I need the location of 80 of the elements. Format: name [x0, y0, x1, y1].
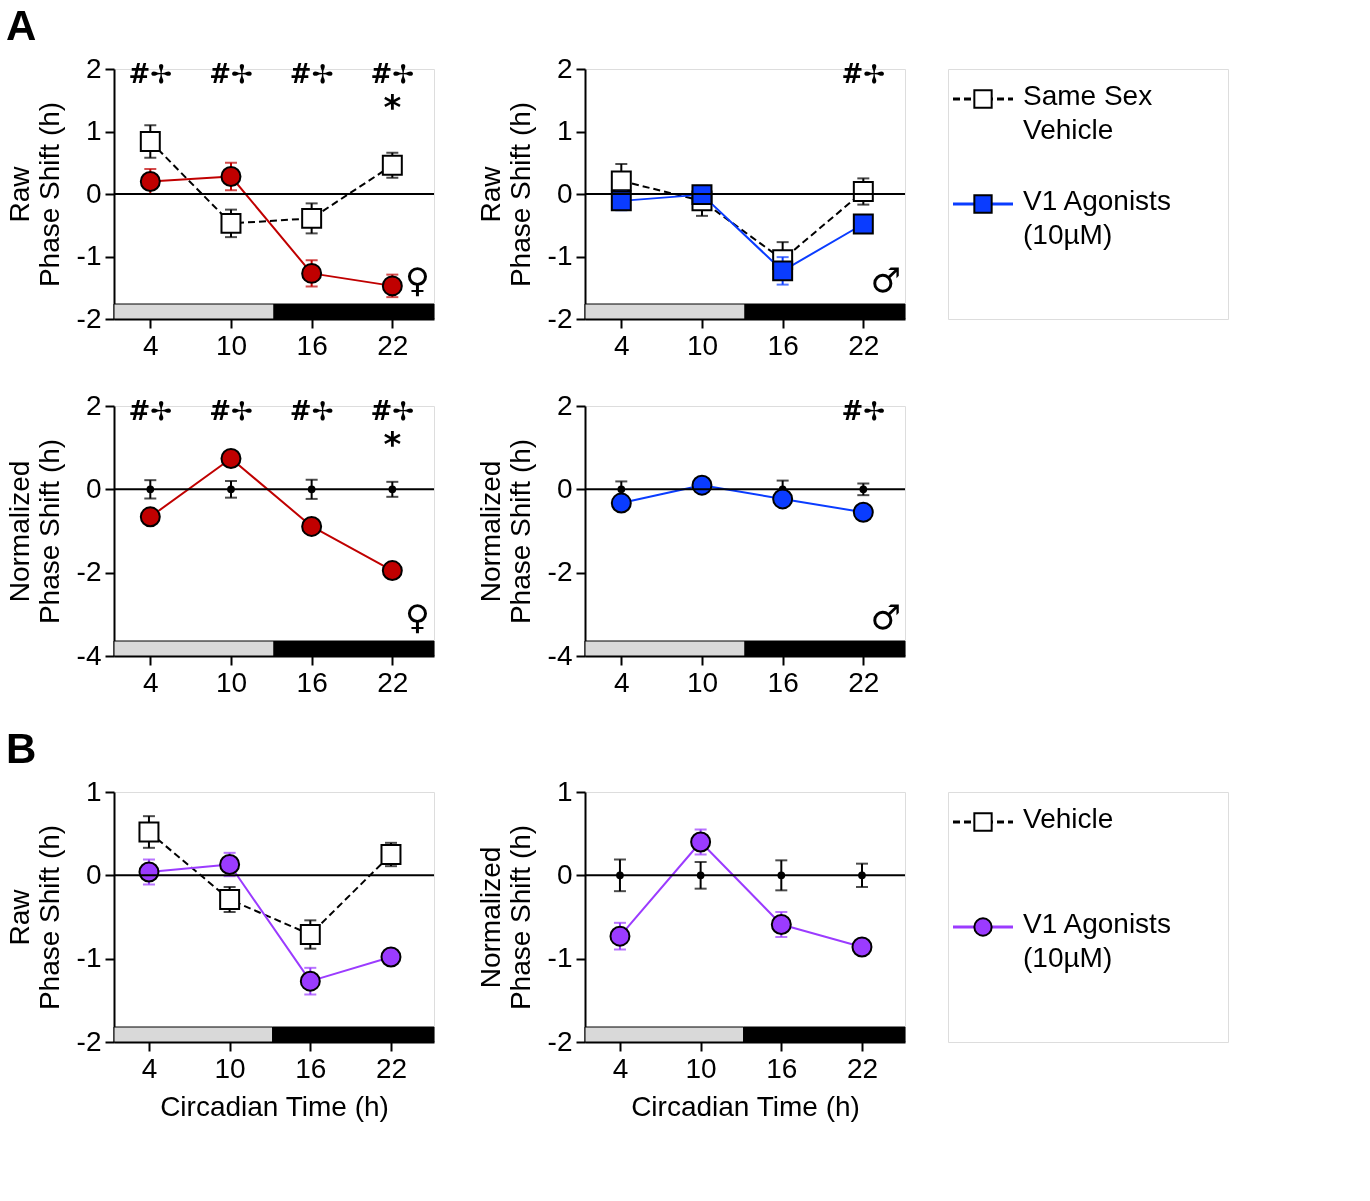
x-tick-label: 4: [614, 666, 630, 698]
x-axis-title: Circadian Time (h): [631, 1090, 860, 1122]
y-tick-label: -2: [547, 556, 573, 588]
annotation: ♀: [405, 597, 430, 637]
y-tick-label: -4: [547, 639, 573, 671]
x-tick-label: 4: [143, 329, 159, 361]
y-tick-label: -1: [76, 240, 102, 271]
y-axis-title: Normalized Phase Shift (h): [3, 438, 65, 625]
y-tick-label: 1: [556, 775, 573, 807]
x-tick-label: 4: [143, 666, 159, 698]
annotation: #✢: [209, 396, 253, 426]
y-tick-label: 0: [556, 472, 573, 504]
x-tick-label: 16: [296, 329, 328, 361]
x-tick-label: 22: [846, 1052, 879, 1084]
y-tick-label: 1: [85, 115, 102, 146]
y-tick-label: 0: [85, 472, 102, 504]
y-axis-title: Raw Phase Shift (h): [474, 101, 536, 288]
y-tick-label: 0: [85, 177, 102, 209]
x-tick-label: 4: [141, 1052, 158, 1084]
annotation: #✢: [289, 396, 334, 426]
y-tick-label: 0: [556, 177, 573, 209]
y-tick-label: 2: [556, 389, 573, 421]
y-tick-label: 1: [556, 115, 573, 146]
x-tick-label: 10: [214, 1052, 246, 1084]
legend-label: Same Sex Vehicle: [1023, 80, 1153, 145]
y-tick-label: 2: [85, 52, 102, 84]
x-tick-label: 10: [686, 666, 719, 698]
y-axis-title: Normalized Phase Shift (h): [474, 824, 536, 1011]
y-axis-title: Raw Phase Shift (h): [3, 101, 65, 288]
x-tick-label: 10: [686, 329, 719, 361]
y-tick-label: 2: [85, 389, 102, 421]
x-tick-label: 16: [767, 666, 799, 698]
x-tick-label: 4: [612, 1052, 629, 1084]
y-tick-label: -2: [547, 302, 573, 334]
annotation: #✢: [209, 59, 253, 89]
x-tick-label: 16: [295, 1052, 327, 1084]
x-tick-label: 22: [375, 1052, 408, 1084]
x-tick-label: 22: [848, 666, 880, 698]
annotation: #✢: [841, 396, 886, 426]
x-tick-label: 22: [377, 666, 409, 698]
legend-label: V1 Agonists (10µM): [1023, 908, 1171, 973]
annotation: *: [383, 87, 402, 127]
y-tick-label: -2: [547, 1025, 573, 1057]
x-tick-label: 10: [215, 666, 248, 698]
annotation: #✢: [370, 59, 415, 89]
x-tick-label: 16: [766, 1052, 798, 1084]
y-tick-label: -4: [76, 639, 102, 671]
y-tick-label: 1: [85, 775, 102, 807]
annotation: #✢: [128, 59, 173, 89]
x-tick-label: 22: [848, 329, 880, 361]
x-tick-label: 10: [215, 329, 248, 361]
chart-title: A: [6, 2, 37, 49]
y-tick-label: -1: [76, 942, 102, 974]
y-axis-title: Normalized Phase Shift (h): [474, 438, 536, 625]
x-tick-label: 16: [767, 329, 799, 361]
annotation: *: [383, 424, 402, 464]
y-tick-label: -1: [547, 942, 573, 974]
y-tick-label: -2: [76, 1025, 102, 1057]
annotation: #✢: [370, 396, 415, 426]
annotation: ♂: [870, 597, 901, 637]
x-tick-label: 4: [614, 329, 630, 361]
y-tick-label: 0: [556, 858, 573, 890]
y-tick-label: -1: [547, 240, 573, 271]
x-tick-label: 16: [296, 666, 328, 698]
y-tick-label: 0: [85, 858, 102, 890]
y-tick-label: -2: [76, 302, 102, 334]
annotation: #✢: [128, 396, 173, 426]
legend-label: V1 Agonists (10µM): [1023, 185, 1171, 250]
annotation: #✢: [289, 59, 334, 89]
y-axis-title: Raw Phase Shift (h): [3, 824, 65, 1011]
y-tick-label: 2: [556, 52, 573, 84]
annotation: ♂: [870, 260, 901, 300]
x-axis-title: Circadian Time (h): [160, 1090, 389, 1122]
annotation: #✢: [841, 59, 886, 89]
x-tick-label: 10: [685, 1052, 717, 1084]
x-tick-label: 22: [377, 329, 409, 361]
y-tick-label: -2: [76, 556, 102, 588]
annotation: ♀: [405, 260, 430, 300]
legend-label: Vehicle: [1023, 803, 1114, 834]
chart-title: B: [6, 725, 37, 772]
